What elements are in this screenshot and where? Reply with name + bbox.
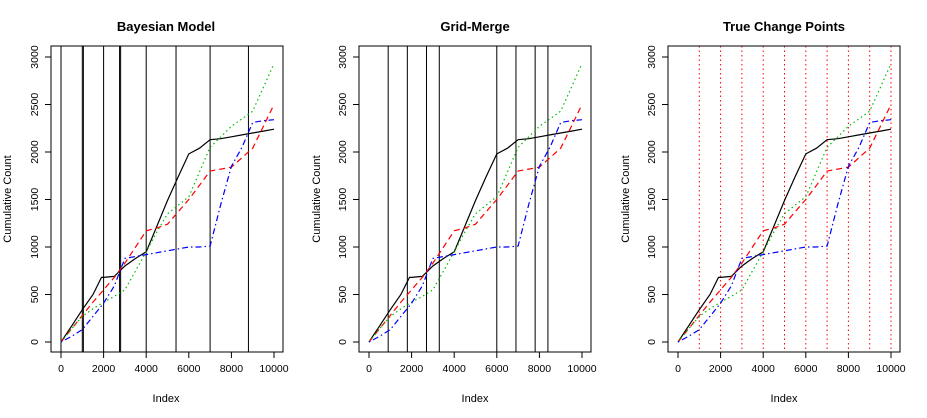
x-tick-label: 0 <box>58 363 64 375</box>
y-tick-label: 2500 <box>646 93 658 117</box>
y-tick-label: 1500 <box>29 188 41 212</box>
x-tick-label: 2000 <box>92 363 116 375</box>
panel-title: True Change Points <box>723 19 845 34</box>
panel-1: Bayesian Model 0 2000 4000 6000 8000 10000 0 500… <box>2 19 289 405</box>
x-tick-label: 2000 <box>400 363 424 375</box>
y-tick-label: 1500 <box>646 188 658 212</box>
y-tick-label: 0 <box>646 339 658 345</box>
y-axis-label: Cumulative Count <box>620 155 632 242</box>
x-axis-label: Index <box>153 393 180 405</box>
series-line-dotted <box>60 63 275 343</box>
y-tick-label: 2000 <box>646 140 658 164</box>
y-tick-label: 3000 <box>29 45 41 69</box>
y-tick-label: 0 <box>337 339 349 345</box>
y-tick-label: 1000 <box>646 235 658 259</box>
x-tick-label: 4000 <box>752 363 776 375</box>
y-tick-label: 3000 <box>337 45 349 69</box>
x-tick-label: 10000 <box>567 363 596 375</box>
x-tick-label: 4000 <box>135 363 159 375</box>
x-tick-label: 0 <box>366 363 372 375</box>
x-tick-label: 6000 <box>794 363 818 375</box>
series-line-solid <box>60 128 275 343</box>
x-tick-label: 8000 <box>220 363 244 375</box>
y-tick-label: 500 <box>646 286 658 304</box>
series-line-dashed <box>368 104 583 343</box>
series-line-dashdot <box>677 119 892 343</box>
x-axis-label: Index <box>462 393 489 405</box>
series-line-dotted <box>368 63 583 343</box>
series-line-dashed <box>677 104 892 343</box>
series-line-dashed <box>60 104 275 343</box>
plot-frame <box>358 45 592 353</box>
series-line-solid <box>368 128 583 343</box>
series-line-solid <box>677 128 892 343</box>
x-tick-label: 8000 <box>837 363 861 375</box>
y-tick-label: 3000 <box>646 45 658 69</box>
y-tick-label: 2000 <box>337 140 349 164</box>
y-tick-label: 1500 <box>337 188 349 212</box>
series-line-dotted <box>677 63 892 343</box>
panel-title: Bayesian Model <box>117 19 215 34</box>
x-tick-label: 4000 <box>443 363 467 375</box>
y-tick-label: 500 <box>337 286 349 304</box>
panel-title: Grid-Merge <box>440 19 509 34</box>
y-tick-label: 2500 <box>29 93 41 117</box>
series-line-dashdot <box>368 119 583 343</box>
x-tick-label: 2000 <box>709 363 733 375</box>
y-tick-label: 0 <box>29 339 41 345</box>
y-tick-label: 500 <box>29 286 41 304</box>
series-line-dashdot <box>60 119 275 343</box>
x-tick-label: 0 <box>675 363 681 375</box>
panel-2: Grid-Merge 0 2000 4000 6000 8000 10000 0 500 1000… <box>311 19 597 405</box>
x-tick-label: 6000 <box>485 363 509 375</box>
y-axis-label: Cumulative Count <box>2 155 14 242</box>
x-axis-label: Index <box>771 393 798 405</box>
x-tick-label: 8000 <box>528 363 552 375</box>
y-tick-label: 1000 <box>29 235 41 259</box>
y-axis-label: Cumulative Count <box>311 155 323 242</box>
y-tick-label: 2000 <box>29 140 41 164</box>
y-tick-label: 1000 <box>337 235 349 259</box>
x-tick-label: 10000 <box>876 363 905 375</box>
y-tick-label: 2500 <box>337 93 349 117</box>
x-tick-label: 10000 <box>259 363 288 375</box>
x-tick-label: 6000 <box>177 363 201 375</box>
